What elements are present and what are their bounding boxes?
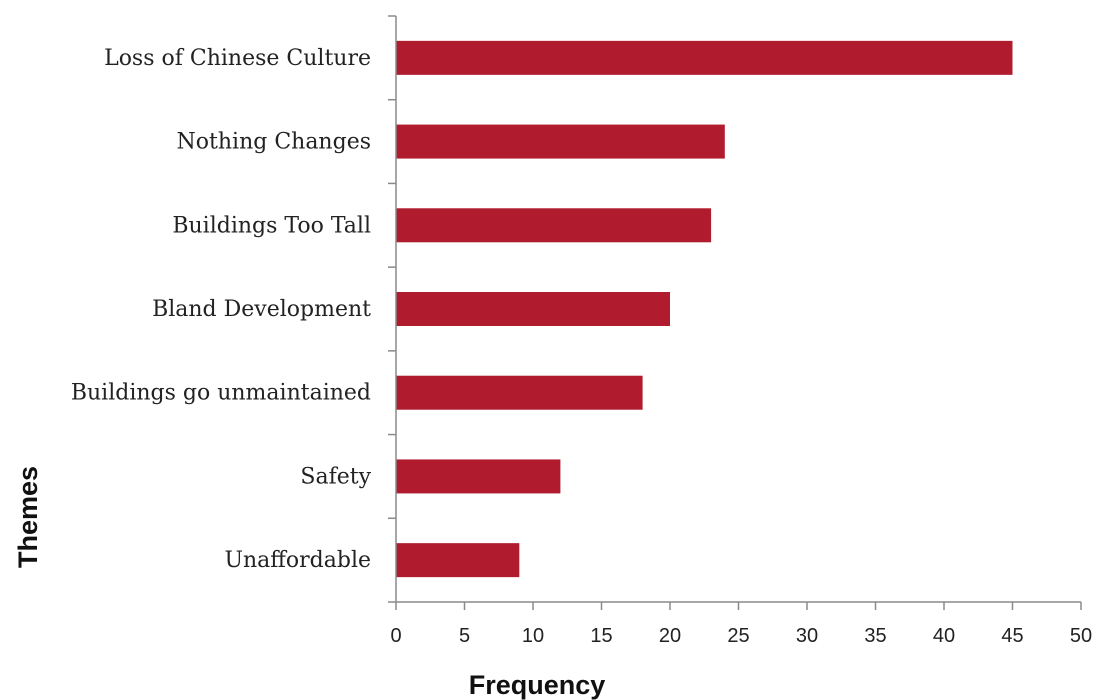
bar-bland-development bbox=[396, 292, 670, 326]
x-tick-label: 30 bbox=[796, 625, 818, 647]
x-tick-labels: 0 5 10 15 20 25 30 35 40 45 50 bbox=[390, 625, 1092, 647]
category-label: Unaffordable bbox=[224, 548, 371, 573]
x-tick-label: 5 bbox=[459, 625, 470, 647]
bar-safety bbox=[396, 459, 561, 494]
y-axis-title: Themes bbox=[13, 466, 43, 568]
x-tick-label: 0 bbox=[390, 625, 401, 647]
x-tick-label: 20 bbox=[659, 625, 681, 647]
x-axis-ticks bbox=[395, 602, 1082, 610]
x-tick-label: 50 bbox=[1070, 625, 1092, 647]
x-tick-label: 10 bbox=[522, 625, 544, 647]
x-tick-label: 35 bbox=[864, 625, 886, 647]
y-axis-ticks bbox=[388, 15, 396, 603]
x-axis-title: Frequency bbox=[469, 670, 606, 700]
bar-unaffordable bbox=[396, 543, 520, 578]
x-tick-label: 15 bbox=[590, 625, 612, 647]
category-label: Bland Development bbox=[152, 297, 371, 322]
bars-group bbox=[396, 40, 1013, 578]
bar-buildings-go-unmaintained bbox=[396, 375, 643, 410]
category-label: Buildings Too Tall bbox=[172, 213, 371, 238]
category-label: Nothing Changes bbox=[177, 130, 371, 155]
category-label: Buildings go unmaintained bbox=[71, 381, 371, 406]
x-tick-label: 40 bbox=[933, 625, 955, 647]
bar-buildings-too-tall bbox=[396, 208, 712, 243]
category-labels: Loss of Chinese Culture Nothing Changes Bu… bbox=[71, 46, 372, 573]
bar-loss-of-chinese-culture bbox=[396, 40, 1013, 75]
bar-nothing-changes bbox=[396, 124, 725, 159]
x-tick-label: 25 bbox=[727, 625, 749, 647]
category-label: Safety bbox=[300, 464, 371, 489]
category-label: Loss of Chinese Culture bbox=[104, 46, 371, 71]
x-tick-label: 45 bbox=[1001, 625, 1023, 647]
